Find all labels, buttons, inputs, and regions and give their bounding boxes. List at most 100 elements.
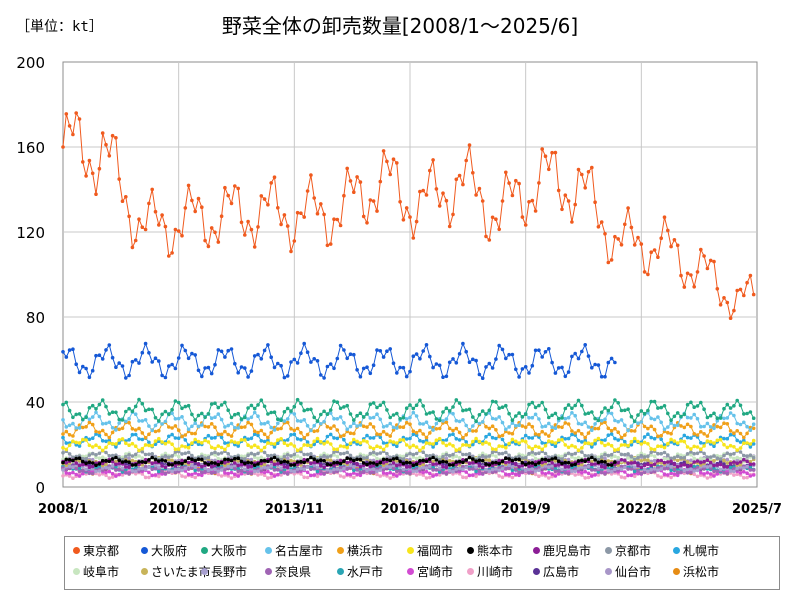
data-point <box>259 422 264 426</box>
data-point <box>87 417 92 422</box>
data-point <box>447 453 452 458</box>
data-point <box>666 453 670 457</box>
data-point <box>74 466 78 471</box>
data-point <box>173 417 178 421</box>
data-point <box>451 432 455 437</box>
data-point <box>732 451 736 456</box>
data-point <box>292 357 297 362</box>
data-point <box>629 461 634 465</box>
data-point <box>325 457 330 462</box>
data-point <box>325 434 330 439</box>
data-point <box>467 473 472 478</box>
data-point <box>147 470 151 475</box>
data-point <box>514 178 518 183</box>
data-point <box>593 416 597 421</box>
data-point <box>510 471 515 476</box>
data-point <box>695 468 700 473</box>
data-point <box>61 445 65 450</box>
data-point <box>319 412 323 417</box>
data-point <box>629 424 634 429</box>
data-point <box>547 476 551 480</box>
data-point <box>428 471 432 476</box>
data-point <box>599 441 604 445</box>
data-point <box>418 438 422 443</box>
data-point <box>355 462 359 467</box>
data-point <box>140 437 145 442</box>
data-point <box>338 444 343 448</box>
data-point <box>692 444 696 449</box>
data-point <box>117 467 121 472</box>
data-point <box>285 460 290 464</box>
data-point <box>150 443 154 448</box>
data-point <box>490 424 495 429</box>
data-point <box>196 424 201 429</box>
data-point <box>203 238 207 243</box>
data-point <box>523 425 528 430</box>
data-point <box>262 197 267 201</box>
data-point <box>256 414 260 419</box>
data-point <box>464 440 469 444</box>
data-point <box>252 463 257 468</box>
data-point <box>556 469 561 473</box>
data-point <box>97 456 102 461</box>
data-point <box>302 452 307 457</box>
data-point <box>619 408 624 413</box>
data-point <box>332 467 336 472</box>
data-point <box>583 186 587 190</box>
data-point <box>110 355 115 360</box>
data-point <box>130 359 135 364</box>
data-point <box>735 438 739 443</box>
data-point <box>471 357 475 362</box>
data-point <box>679 414 683 419</box>
data-point <box>477 372 482 377</box>
data-point <box>143 341 148 346</box>
data-point <box>457 447 462 451</box>
data-point <box>695 433 700 437</box>
data-point <box>120 466 125 470</box>
data-point <box>484 470 488 474</box>
data-point <box>715 463 720 467</box>
data-point <box>200 470 204 475</box>
data-point <box>243 425 247 429</box>
data-point <box>487 458 492 463</box>
data-point <box>279 222 283 227</box>
data-point <box>266 441 270 445</box>
data-point <box>256 433 260 438</box>
data-point <box>338 465 343 470</box>
data-point <box>133 412 138 417</box>
data-point <box>523 455 528 460</box>
data-point <box>206 244 211 249</box>
data-point <box>537 461 541 465</box>
data-point <box>292 455 297 460</box>
data-point <box>679 424 683 428</box>
data-point <box>467 360 472 365</box>
data-point <box>659 405 663 410</box>
data-point <box>302 460 307 465</box>
data-point <box>689 416 693 420</box>
legend-item: 奈良県 <box>265 563 311 580</box>
data-point <box>143 464 148 469</box>
data-point <box>590 365 594 370</box>
data-point <box>590 465 594 470</box>
data-point <box>74 461 78 465</box>
data-point <box>226 423 230 428</box>
data-point <box>285 420 290 425</box>
data-point <box>672 467 677 472</box>
data-point <box>626 467 630 471</box>
data-point <box>732 445 736 449</box>
data-point <box>282 470 287 475</box>
data-point <box>639 409 644 413</box>
data-point <box>81 364 85 369</box>
data-point <box>632 474 637 479</box>
data-point <box>441 410 445 414</box>
data-point <box>527 416 531 420</box>
data-point <box>404 465 409 469</box>
data-point <box>143 460 148 465</box>
data-point <box>689 424 693 429</box>
data-point <box>642 467 647 472</box>
data-point <box>391 463 396 468</box>
data-point <box>424 343 429 347</box>
data-point <box>272 455 277 460</box>
data-point <box>527 200 531 204</box>
data-point <box>289 458 293 463</box>
